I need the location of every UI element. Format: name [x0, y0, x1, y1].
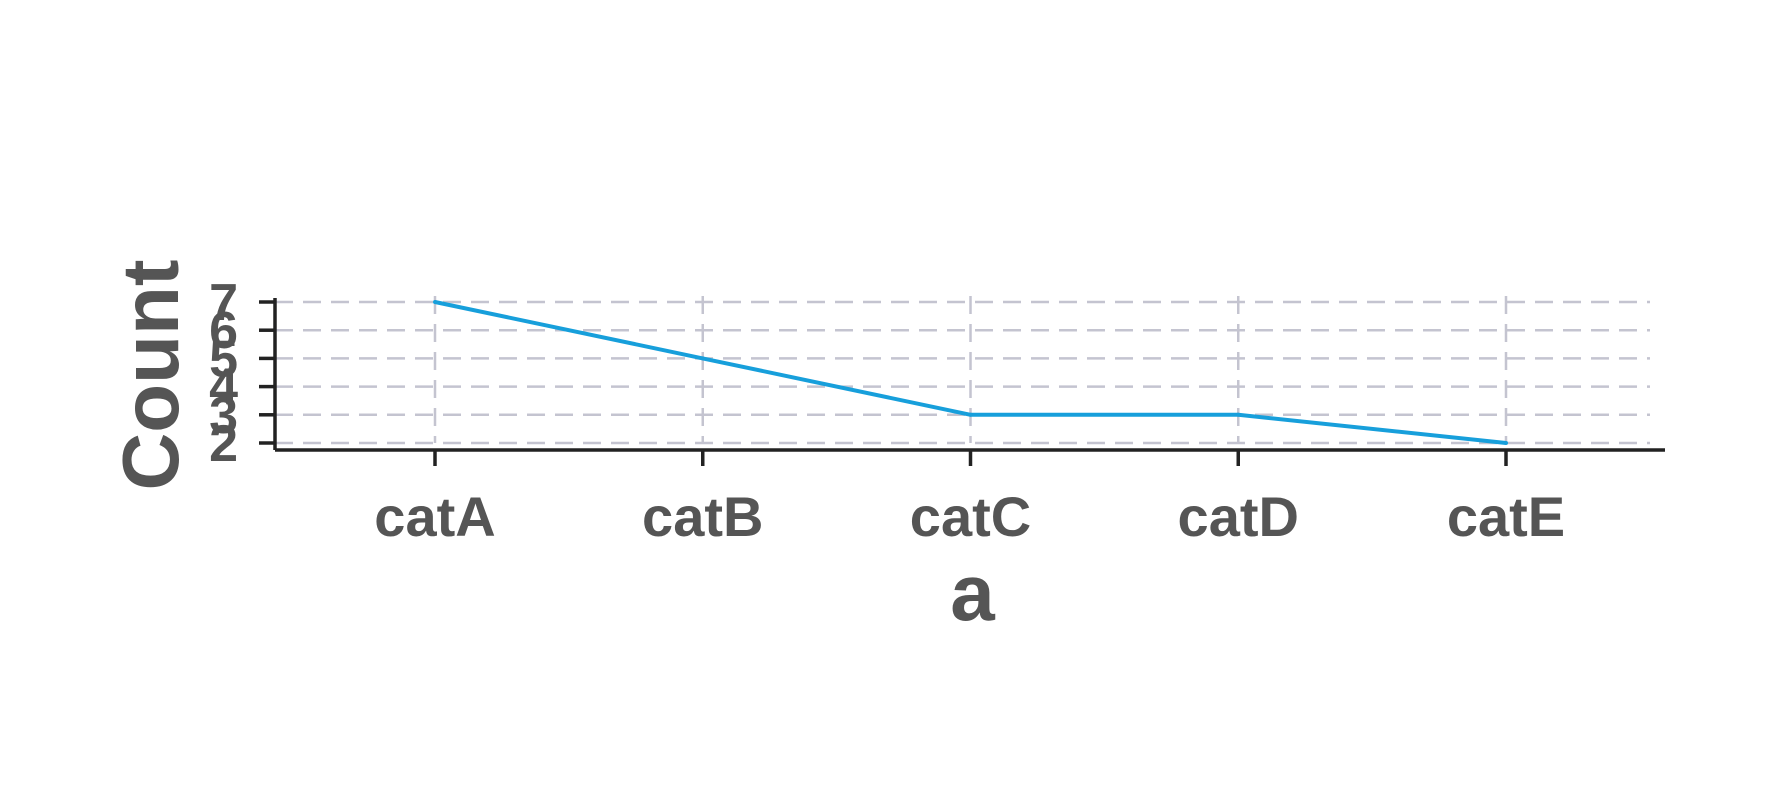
x-tick-label: catA	[374, 485, 495, 548]
data-point	[968, 412, 973, 417]
x-tick-label: catE	[1447, 485, 1565, 548]
y-tick-label: 5	[209, 330, 238, 388]
x-tick-label: catC	[910, 485, 1031, 548]
x-tick-label: catB	[642, 485, 763, 548]
y-tick-label: 2	[209, 415, 238, 473]
data-point	[433, 300, 437, 304]
grid	[275, 296, 1650, 445]
y-axis-title: Count	[106, 259, 195, 490]
y-tick-label: 4	[209, 359, 238, 417]
y-tick-label: 3	[209, 387, 238, 445]
data-point	[700, 356, 705, 361]
data-point	[1236, 412, 1241, 417]
y-tick-label: 7	[209, 274, 238, 332]
y-tick-label: 6	[209, 302, 238, 360]
series	[433, 300, 1508, 445]
x-axis-title: a	[950, 548, 995, 637]
data-point	[1504, 441, 1508, 445]
axes	[273, 298, 1665, 452]
x-tick-label: catD	[1178, 485, 1299, 548]
x-ticks: catA catB catC catD catE	[374, 450, 1565, 548]
